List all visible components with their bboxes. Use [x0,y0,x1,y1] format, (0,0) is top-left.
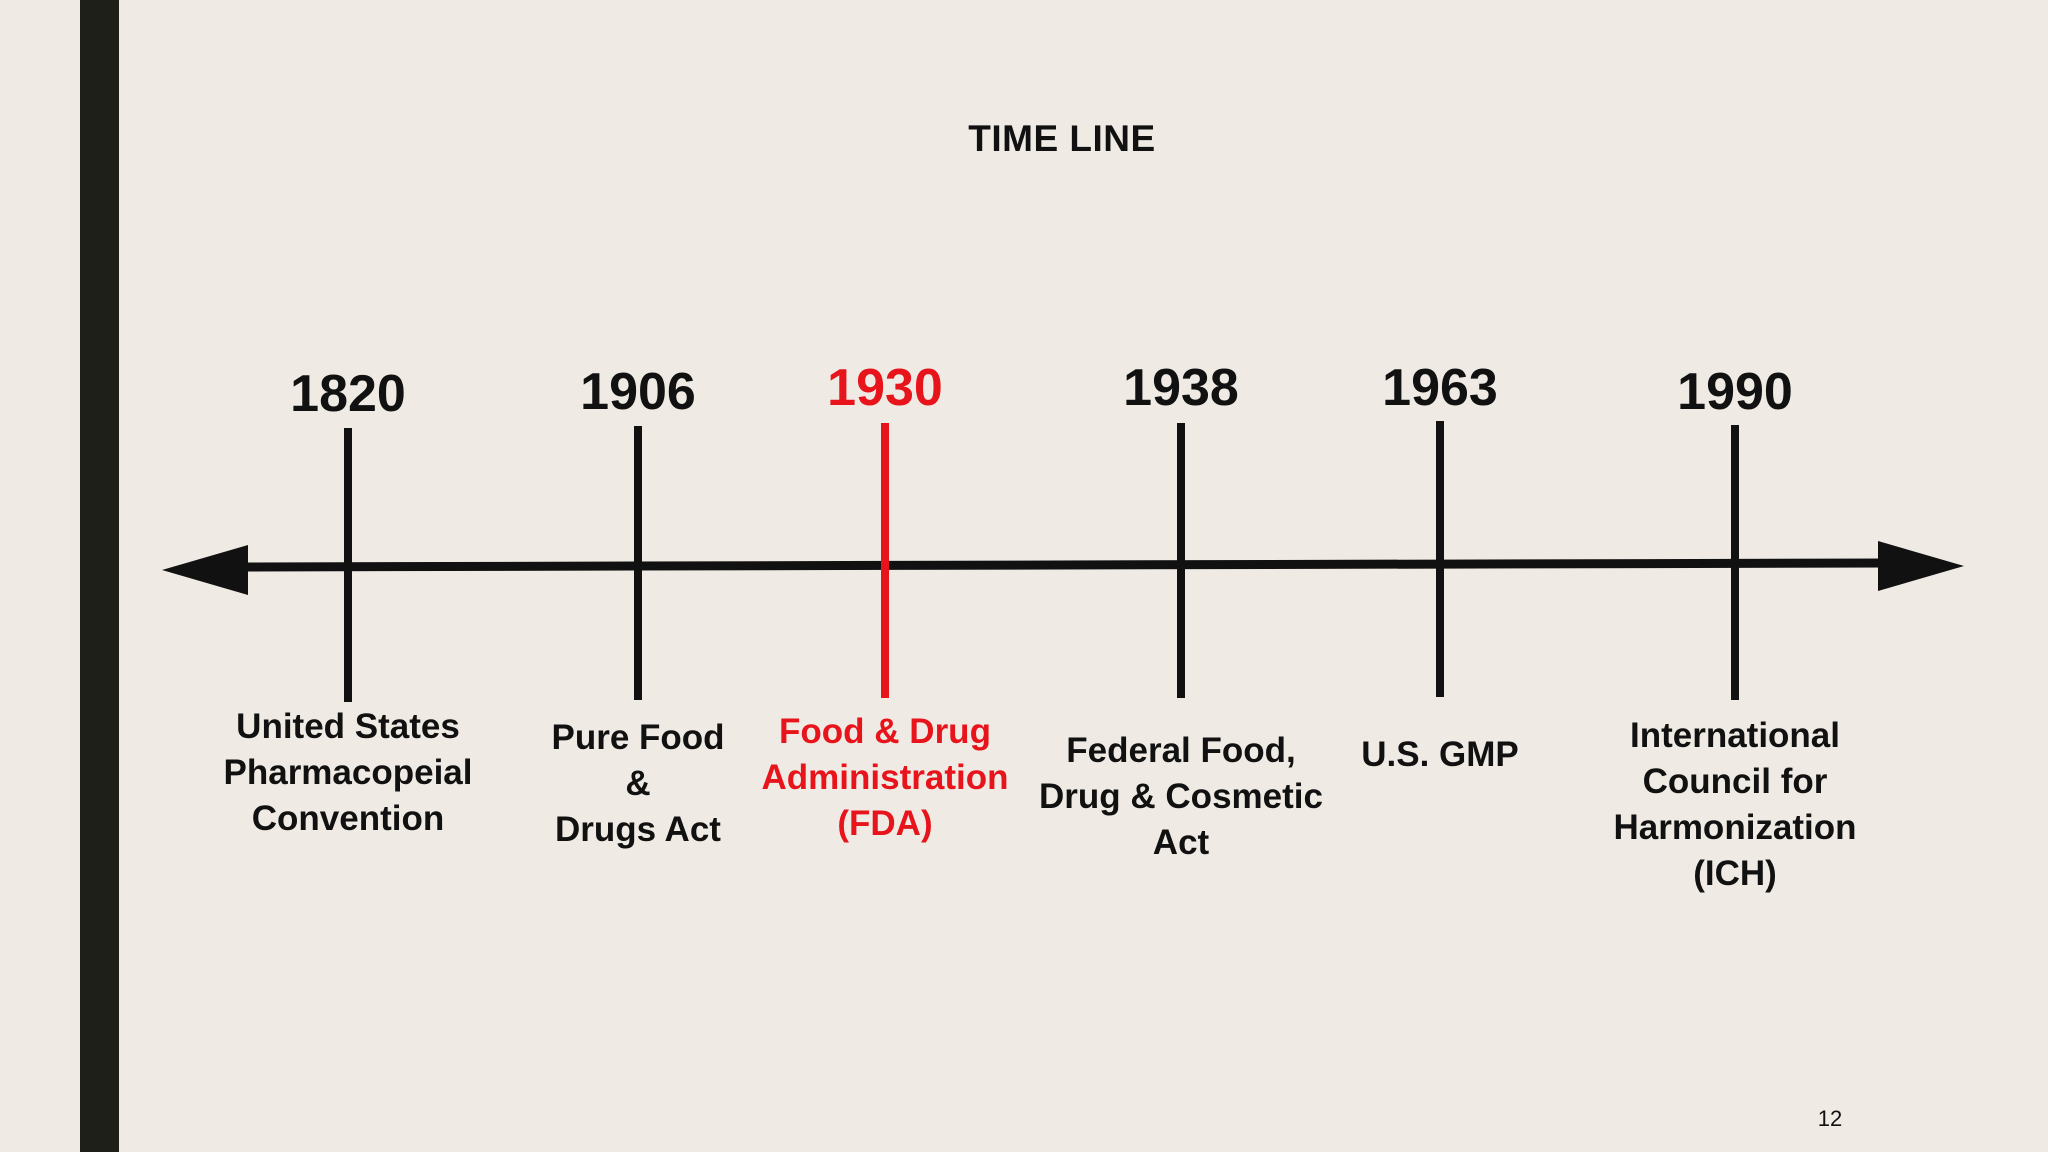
label-line: Federal Food, [1066,731,1296,770]
label-line: (FDA) [837,804,933,843]
timeline-event-label-1990: International Council for Harmonization … [1575,713,1895,897]
timeline-year-1820: 1820 [290,365,406,423]
timeline-year-1990: 1990 [1677,363,1793,421]
timeline-axis [162,541,1964,595]
label-line: Food & Drug [779,712,991,751]
label-line: Drugs Act [555,810,721,849]
label-line: Pharmacopeial [223,753,473,792]
timeline-year-1906: 1906 [580,363,696,421]
timeline-event-label-1938: Federal Food, Drug & Cosmetic Act [1021,728,1341,866]
timeline-event-label-1930: Food & Drug Administration (FDA) [725,709,1045,847]
label-line: Act [1152,823,1210,862]
label-line: United States [236,707,460,746]
label-line: Drug & Cosmetic [1039,777,1323,816]
label-line: Pure Food [551,718,725,757]
timeline-right-arrowhead [1878,541,1964,591]
slide-side-bar [80,0,119,1152]
timeline-year-1963: 1963 [1382,359,1498,417]
timeline-event-label-1820: United States Pharmacopeial Convention [188,704,508,842]
slide-title: TIME LINE [968,118,1156,159]
label-line: International [1629,716,1841,755]
label-line: & [625,764,651,803]
label-line: Convention [251,799,445,838]
label-line: (ICH) [1693,854,1777,893]
timeline-ticks [344,421,1739,702]
timeline-year-1930: 1930 [827,359,943,417]
timeline-event-label-1963: U.S. GMP [1280,732,1600,778]
label-line: Harmonization [1613,808,1857,847]
label-line: Council for [1642,762,1828,801]
timeline-left-arrowhead [162,545,248,595]
label-line: Administration [761,758,1009,797]
timeline-event-label-1906: Pure Food & Drugs Act [478,715,798,853]
timeline-year-1938: 1938 [1123,359,1239,417]
page-number: 12 [1817,1106,1843,1131]
timeline-axis-line [229,558,1891,572]
label-line: U.S. GMP [1361,735,1519,774]
